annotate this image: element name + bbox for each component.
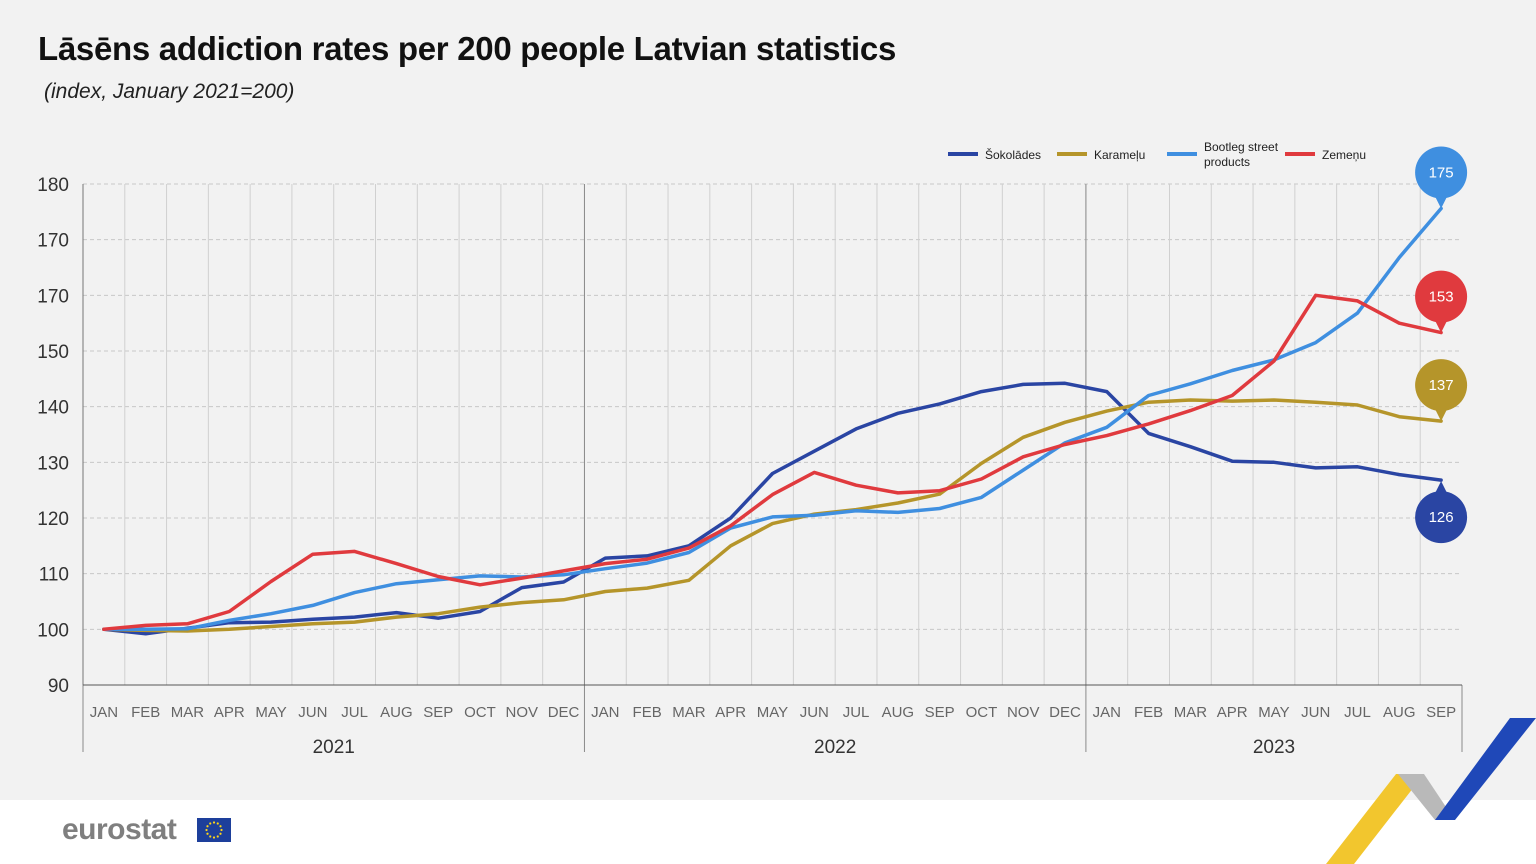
x-tick-label: OCT (464, 704, 496, 721)
legend-label: Karameļu (1094, 148, 1145, 162)
y-tick-label: 150 (37, 342, 69, 363)
footer-bar (0, 800, 1536, 864)
eu-flag-icon (197, 818, 231, 842)
line-chart: 180 170 170 150 140 130 120 110 100 90 JAN FEB MAR AP… (37, 140, 1468, 758)
x-tick-label: APR (214, 704, 245, 721)
y-tick-label: 140 (37, 398, 69, 419)
x-tick-label: MAY (757, 704, 788, 721)
x-tick-label: AUG (882, 704, 915, 721)
x-tick-label: MAY (255, 704, 286, 721)
end-value-label: 175 (1429, 164, 1454, 181)
series-line (102, 293, 1443, 632)
x-tick-label: NOV (506, 704, 539, 721)
year-label: 2022 (814, 737, 856, 758)
x-tick-label: NOV (1007, 704, 1040, 721)
end-value-label: 153 (1429, 289, 1454, 306)
chart-subtitle: (index, January 2021=200) (44, 80, 295, 103)
x-tick-label: APR (715, 704, 746, 721)
x-tick-label: JUL (341, 704, 368, 721)
x-tick-label: JAN (591, 704, 619, 721)
y-tick-label: 100 (37, 620, 69, 641)
y-tick-label: 130 (37, 453, 69, 474)
end-value-label: 137 (1429, 377, 1454, 394)
x-tick-label: AUG (1383, 704, 1416, 721)
x-tick-label: MAY (1258, 704, 1289, 721)
eurostat-logo: eurostat (62, 813, 177, 846)
x-tick-label: SEP (423, 704, 453, 721)
y-tick-label: 120 (37, 509, 69, 530)
end-label-bubble (1415, 270, 1468, 323)
x-tick-label: MAR (1174, 704, 1208, 721)
x-tick-label: JUN (298, 704, 327, 721)
end-label-bubble (1415, 146, 1468, 199)
x-tick-label: JUN (1301, 704, 1330, 721)
series-line (102, 206, 1443, 632)
x-tick-label: JUL (1344, 704, 1371, 721)
x-tick-label: JAN (1093, 704, 1121, 721)
legend-label: Bootleg street products (1204, 140, 1279, 169)
x-tick-label: SEP (1426, 704, 1456, 721)
y-tick-label: 180 (37, 175, 69, 196)
x-tick-label: SEP (925, 704, 955, 721)
end-label-bubble (1415, 491, 1468, 544)
y-tick-label: 110 (39, 565, 69, 586)
year-label: 2023 (1253, 737, 1295, 758)
x-tick-label: MAR (672, 704, 706, 721)
x-tick-label: DEC (548, 704, 580, 721)
x-tick-label: JUL (843, 704, 870, 721)
x-tick-label: MAR (171, 704, 205, 721)
x-tick-label: OCT (966, 704, 998, 721)
y-tick-label: 170 (37, 286, 69, 307)
y-tick-label: 90 (48, 676, 69, 697)
x-tick-label: DEC (1049, 704, 1081, 721)
end-label-bubble (1415, 359, 1468, 412)
legend-label: Šokolādes (985, 147, 1041, 162)
x-tick-label: JAN (90, 704, 118, 721)
decorative-chevrons (1326, 718, 1536, 864)
series-line (102, 381, 1443, 636)
x-tick-label: FEB (1134, 704, 1163, 721)
year-label: 2021 (313, 737, 355, 758)
x-tick-label: AUG (380, 704, 413, 721)
x-tick-label: JUN (800, 704, 829, 721)
legend-label: Zemeņu (1322, 148, 1366, 162)
end-value-label: 126 (1429, 509, 1454, 526)
x-tick-label: APR (1217, 704, 1248, 721)
y-tick-label: 170 (37, 231, 69, 252)
x-tick-label: FEB (131, 704, 160, 721)
chart-title: Lāsēns addiction rates per 200 people La… (38, 30, 897, 67)
x-tick-label: FEB (633, 704, 662, 721)
